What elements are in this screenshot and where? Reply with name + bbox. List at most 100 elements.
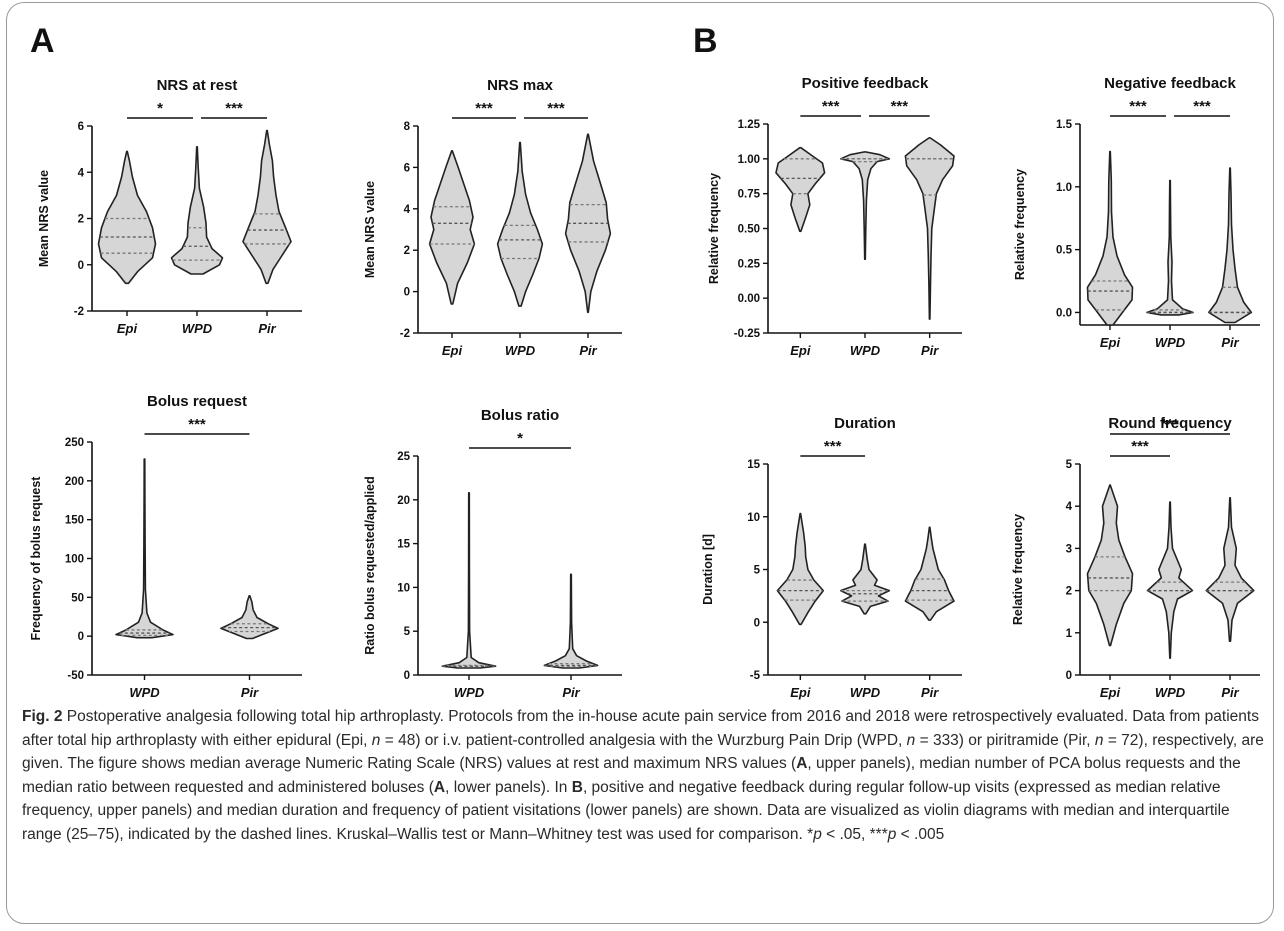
chart-title: Bolus request [147,393,247,410]
figure-frame [6,2,1274,924]
x-tick-label: Pir [921,343,939,358]
y-tick-label: 250 [65,437,84,449]
y-tick-label: -5 [750,670,761,682]
significance-label: *** [547,100,565,117]
figure-plots: A B NRS at rest -2 0 2 4 6 Mean NRS value Epi WP… [29,22,1260,700]
caption-run: = 48) or i.v. patient-controlled analges… [380,731,907,749]
caption-run: < .05, *** [821,825,888,843]
significance-label: *** [891,98,909,115]
y-axis-label: Frequency of bolus request [29,476,43,641]
caption-run: n [371,731,381,749]
y-tick-label: -2 [400,328,410,340]
significance-label: *** [822,98,840,115]
chart-panel: Negative feedback 0.0 0.5 1.0 1.5 Relative fr… [1013,75,1260,350]
y-tick-label: 1.25 [738,119,761,131]
y-tick-label: 1.00 [738,154,760,166]
x-tick-label: Epi [1100,335,1121,350]
panel-letter-b: B [693,22,718,60]
caption-run: = 333) or piritramide (Pir, [915,731,1095,749]
violin-epi [776,512,825,626]
y-tick-label: 0.75 [738,189,761,201]
y-tick-label: -50 [67,670,84,682]
y-tick-label: 25 [397,451,410,463]
x-tick-label: Pir [258,321,276,336]
chart-title: Round frequency [1108,415,1232,432]
violin-pir [904,526,955,621]
caption-run: n [1094,731,1104,749]
significance-label: *** [188,416,206,433]
caption-run: p [813,825,822,843]
y-tick-label: 200 [65,476,84,488]
caption-run: Postoperative analgesia following total … [22,708,1259,749]
significance-label: *** [225,100,243,117]
caption-label: Fig. 2 [22,708,63,725]
y-tick-label: 1.5 [1056,119,1073,131]
significance-label: *** [824,438,842,455]
y-tick-label: 15 [397,539,410,551]
y-tick-label: 6 [78,121,84,133]
chart-panel: Positive feedback -0.25 0.00 0.25 0.50 0.75 1.… [707,75,962,358]
significance-label: *** [1161,416,1179,433]
violin-pir [242,129,292,285]
x-tick-label: Epi [1100,685,1121,700]
y-tick-label: 1 [1066,628,1073,640]
y-tick-label: 10 [397,582,410,594]
y-tick-label: 20 [397,495,410,507]
figure-caption: Fig. 2 Postoperative analgesia following… [22,705,1267,846]
caption-run: B [571,778,583,796]
violin-epi [1086,150,1134,326]
x-tick-label: WPD [182,321,213,336]
chart-title: NRS max [487,77,554,94]
x-tick-label: Pir [562,685,580,700]
caption-run: = 72), respectively, are given. The figu… [22,731,1264,773]
x-tick-label: Pir [241,685,259,700]
y-tick-label: 2 [1066,586,1072,598]
significance-label: *** [1131,438,1149,455]
violin-pir [543,573,599,669]
y-axis-label: Relative frequency [707,173,721,284]
y-tick-label: 3 [1066,543,1072,555]
y-tick-label: 0 [404,670,410,682]
caption-run: p [887,825,897,843]
y-tick-label: 6 [404,162,410,174]
panel-letter-a: A [30,22,55,60]
chart-panel: NRS at rest -2 0 2 4 6 Mean NRS value Epi WPD Pir… [37,77,302,336]
y-tick-label: 0 [754,617,760,629]
y-tick-label: 0 [404,287,410,299]
caption-run: A [796,755,808,772]
x-tick-label: Epi [790,343,811,358]
caption-run: < .005 [896,825,945,843]
y-tick-label: 2 [404,245,410,257]
violin-wpd [170,146,224,275]
chart-panel: Round frequency 0 1 2 3 4 5 Relative frequency E… [1011,415,1260,700]
y-tick-label: 0.5 [1056,245,1073,257]
x-tick-label: Epi [117,321,138,336]
y-axis-label: Relative frequency [1013,169,1027,280]
chart-panel: Bolus request -50 0 50 100 150 200 250 Frequency… [29,393,302,700]
violin-pir [904,137,955,320]
y-axis-label: Ratio bolus requested/applied [363,476,377,655]
violin-wpd [1146,179,1194,316]
y-tick-label: 0.50 [738,224,760,236]
violin-wpd [1146,501,1194,659]
y-tick-label: 2 [78,214,84,226]
y-tick-label: 150 [65,515,84,527]
chart-title: Bolus ratio [481,407,559,424]
x-tick-label: WPD [1155,335,1186,350]
violin-pir [1208,167,1253,324]
y-tick-label: 5 [1066,459,1073,471]
violin-wpd [115,458,174,639]
y-tick-label: 15 [747,459,760,471]
x-tick-label: Pir [921,685,939,700]
chart-title: Positive feedback [802,75,929,92]
caption-body: Postoperative analgesia following total … [22,708,1264,843]
y-tick-label: 50 [71,592,84,604]
chart-panel: Bolus ratio 0 5 10 15 20 25 Ratio bolus request… [363,407,622,700]
y-tick-label: 0.00 [738,293,760,305]
y-tick-label: 0 [1066,670,1072,682]
x-tick-label: WPD [129,685,160,700]
y-tick-label: -2 [74,306,84,318]
significance-label: *** [1193,98,1211,115]
chart-title: Duration [834,415,896,432]
y-tick-label: 5 [404,626,411,638]
